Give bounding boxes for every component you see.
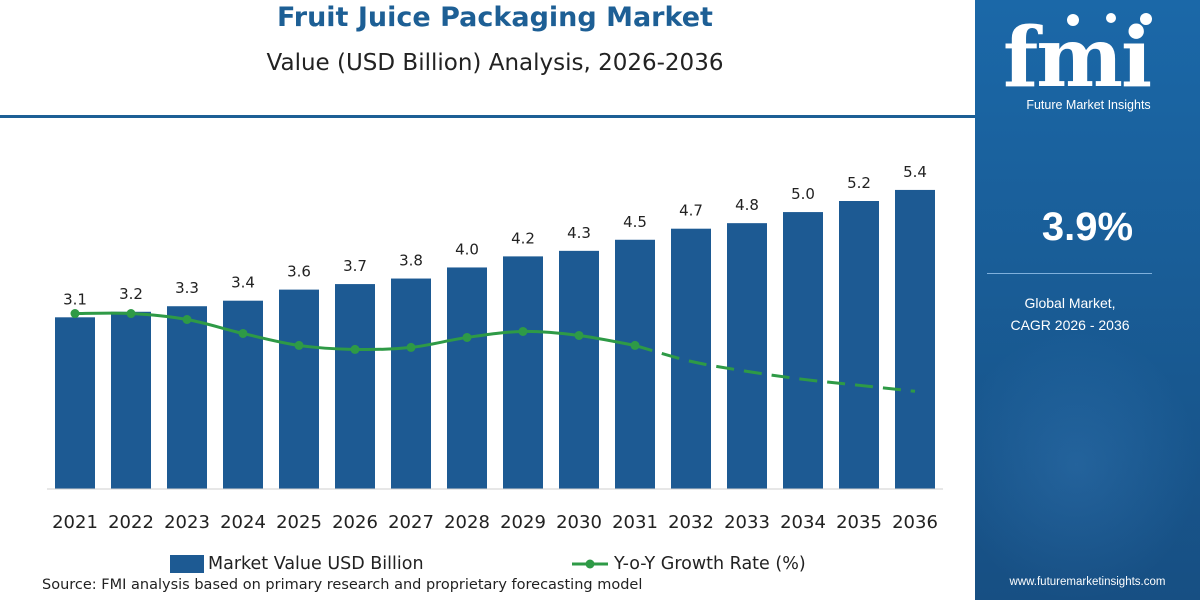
growth-line-series <box>70 309 916 393</box>
growth-point-2028 <box>462 332 472 342</box>
x-tick-2022: 2022 <box>108 512 154 533</box>
growth-point-2030 <box>574 330 584 340</box>
x-tick-2035: 2035 <box>836 512 882 533</box>
growth-point-2021 <box>70 309 80 319</box>
bar-2036 <box>895 189 935 489</box>
legend-item-line: Y-o-Y Growth Rate (%) <box>570 552 806 576</box>
legend-line-swatch <box>572 559 608 569</box>
website-link[interactable]: www.futuremarketinsights.com <box>1009 576 1166 588</box>
legend-bar-swatch <box>170 555 204 573</box>
cagr-divider <box>987 273 1152 274</box>
source-note: Source: FMI analysis based on primary re… <box>42 577 643 593</box>
bar-2025 <box>279 289 319 489</box>
x-tick-2024: 2024 <box>220 512 266 533</box>
bar-label-2028: 4.0 <box>455 240 479 258</box>
x-tick-2021: 2021 <box>52 512 98 533</box>
bar-label-2024: 3.4 <box>231 274 255 292</box>
cagr-caption-line2: CAGR 2026 - 2036 <box>1010 317 1130 333</box>
bar-2026 <box>335 284 375 489</box>
bar-label-2030: 4.3 <box>567 224 591 242</box>
bar-label-2023: 3.3 <box>175 279 199 297</box>
bar-label-2025: 3.6 <box>287 263 311 281</box>
bar-2034 <box>783 212 823 490</box>
bar-2033 <box>727 223 767 489</box>
logo-tagline: Future Market Insights <box>1026 98 1151 112</box>
bar-label-2033: 4.8 <box>735 196 759 214</box>
bar-label-2021: 3.1 <box>63 290 87 308</box>
sidebar-panel: fmi Future Market Insights 3.9% Global M… <box>975 0 1200 600</box>
bar-label-2031: 4.5 <box>623 213 647 231</box>
x-tick-2027: 2027 <box>388 512 434 533</box>
bar-label-2036: 5.4 <box>903 163 927 181</box>
growth-point-2026 <box>350 344 360 354</box>
x-tick-2026: 2026 <box>332 512 378 533</box>
bar-2028 <box>447 267 487 489</box>
growth-point-2027 <box>406 342 416 352</box>
chart-title: Fruit Juice Packaging Market <box>277 2 713 33</box>
x-axis-ticks: 2021 2022 2023 2024 2025 2026 2027 2028 2029 2030… <box>52 512 938 533</box>
growth-point-2023 <box>182 315 192 324</box>
bar-series <box>55 189 935 490</box>
bar-2023 <box>167 306 207 489</box>
x-tick-2036: 2036 <box>892 512 938 533</box>
title-divider <box>0 115 975 118</box>
growth-point-2024 <box>238 328 248 338</box>
growth-point-2031 <box>630 340 640 350</box>
bar-2021 <box>55 317 95 489</box>
bar-label-2022: 3.2 <box>119 285 143 303</box>
chart-subtitle: Value (USD Billion) Analysis, 2026-2036 <box>266 50 724 76</box>
x-tick-2032: 2032 <box>668 512 714 533</box>
growth-point-2025 <box>294 340 304 350</box>
x-tick-2028: 2028 <box>444 512 490 533</box>
bar-label-2027: 3.8 <box>399 252 423 270</box>
growth-line-dashed <box>634 343 916 393</box>
legend-item-bars: Market Value USD Billion <box>170 552 424 576</box>
bar-label-2034: 5.0 <box>791 185 815 203</box>
bar-2031 <box>615 239 655 489</box>
x-tick-2030: 2030 <box>556 512 602 533</box>
x-tick-2033: 2033 <box>724 512 770 533</box>
fmi-logo: fmi Future Market Insights <box>1001 10 1153 120</box>
legend-line-label: Y-o-Y Growth Rate (%) <box>614 554 806 574</box>
x-tick-2029: 2029 <box>500 512 546 533</box>
bar-2035 <box>839 201 879 489</box>
x-tick-2023: 2023 <box>164 512 210 533</box>
growth-point-2029 <box>518 326 528 336</box>
bar-label-2026: 3.7 <box>343 257 367 275</box>
bar-2022 <box>111 311 151 489</box>
bar-label-2029: 4.2 <box>511 229 535 247</box>
bar-2027 <box>391 278 431 489</box>
market-chart: 3.1 3.2 3.3 3.4 3.6 3.7 3.8 4.0 4.2 4.3 4.5 4.7 4.8 5… <box>47 163 943 533</box>
cagr-value: 3.9% <box>1041 205 1134 249</box>
x-tick-2025: 2025 <box>276 512 322 533</box>
bar-2029 <box>503 256 543 489</box>
bar-2030 <box>559 250 599 489</box>
chart-panel: Fruit Juice Packaging Market Value (USD … <box>0 2 975 593</box>
x-tick-2034: 2034 <box>780 512 826 533</box>
svg-text:fmi: fmi <box>1003 10 1151 98</box>
bar-value-labels: 3.1 3.2 3.3 3.4 3.6 3.7 3.8 4.0 4.2 4.3 4.5 4.7 4.8 5… <box>63 163 927 308</box>
fmi-logo-mark: fmi <box>1003 10 1153 106</box>
legend-bar-label: Market Value USD Billion <box>208 554 424 574</box>
cagr-caption-line1: Global Market, <box>1024 295 1116 311</box>
growth-point-2022 <box>126 309 136 319</box>
x-tick-2031: 2031 <box>612 512 658 533</box>
bar-label-2035: 5.2 <box>847 174 871 192</box>
bar-label-2032: 4.7 <box>679 202 703 220</box>
